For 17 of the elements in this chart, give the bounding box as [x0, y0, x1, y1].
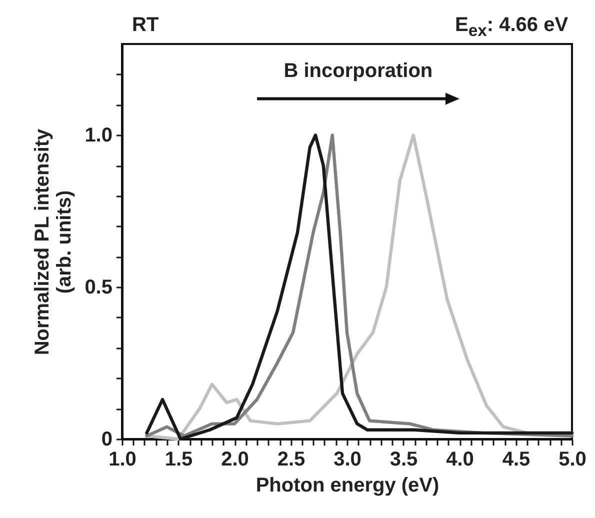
text: E$_{ex}$: 4.66 eV: [455, 14, 568, 41]
x-tick-label: 4.0: [446, 448, 474, 470]
x-tick-label: 1.0: [108, 448, 136, 470]
y-tick-label: 0: [101, 428, 112, 450]
annotation: B incorporation: [284, 60, 433, 84]
x-tick-label: 5.0: [558, 448, 586, 470]
x-tick-label: 3.0: [334, 448, 362, 470]
text: RT: [132, 14, 159, 37]
x-tick-label: 2.0: [221, 448, 249, 470]
y-axis-title: Normalized PL intensity (arb. units): [32, 128, 76, 356]
x-tick-label: 2.5: [277, 448, 306, 470]
y-tick-label: 0.5: [84, 276, 112, 299]
x-axis-title: Photon energy (eV): [256, 474, 440, 496]
x-tick-label: 1.5: [164, 448, 193, 470]
x-tick-label: 3.5: [390, 448, 418, 470]
y-tick-label: 1.0: [84, 124, 112, 147]
x-tick-label: 4.5: [502, 448, 530, 470]
